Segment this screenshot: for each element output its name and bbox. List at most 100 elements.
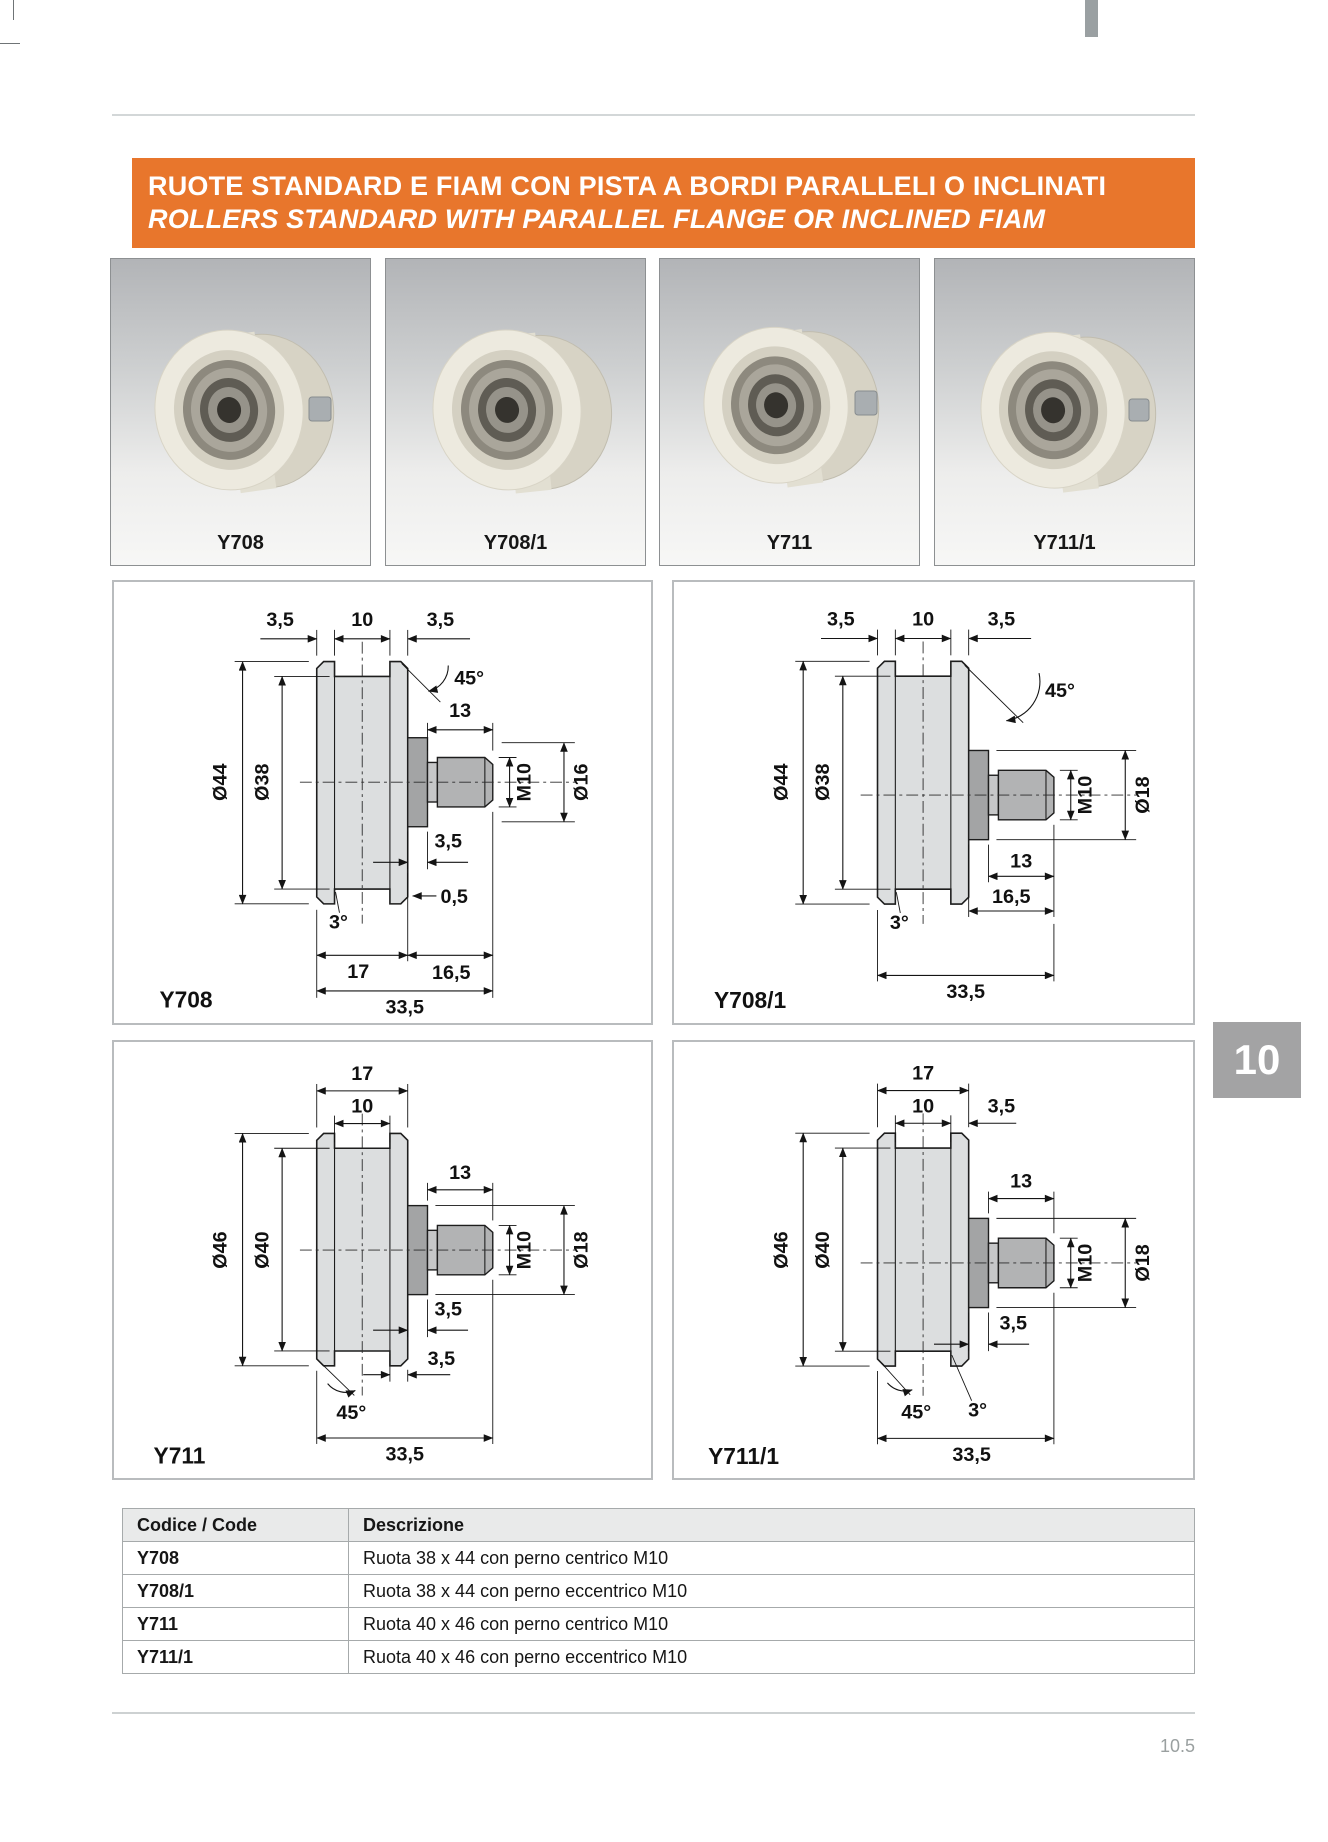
dim-thread: M10 <box>513 763 535 801</box>
roller-photo-illustration <box>154 329 335 494</box>
technical-drawing-y711-1: 17 10 3,5 13 M10 Ø18 Ø46 Ø40 3,5 45° 3° … <box>672 1040 1195 1480</box>
technical-drawing-y708: 3,5 10 3,5 45° 13 M10 Ø16 Ø44 Ø38 3,5 0,… <box>112 580 653 1025</box>
dim-outer-diameter: Ø44 <box>210 764 232 801</box>
dim-thread: M10 <box>513 1231 535 1269</box>
table-row: Y708 Ruota 38 x 44 con perno centrico M1… <box>122 1541 1195 1575</box>
dim-thread: M10 <box>1075 1244 1097 1283</box>
header-description: Descrizione <box>348 1508 1195 1542</box>
dim-outer-diameter: Ø44 <box>770 763 792 800</box>
dimension-lines <box>795 1083 1137 1445</box>
drawing-code-label: Y711/1 <box>708 1443 779 1469</box>
bottom-rule <box>112 1712 1195 1714</box>
screw-stub <box>1128 398 1150 422</box>
dim-wheel-width: 17 <box>351 1063 373 1085</box>
dimension-lines <box>234 1083 575 1444</box>
dim-pin-diameter: Ø18 <box>1132 776 1154 813</box>
dim-inner-diameter: Ø38 <box>812 763 834 800</box>
dim-pin-total: 16,5 <box>992 886 1031 908</box>
roller-photo-illustration <box>703 326 880 488</box>
dim-outer-diameter: Ø46 <box>210 1231 232 1268</box>
dim-flange-left: 3,5 <box>827 609 855 631</box>
dim-groove-width: 10 <box>912 609 934 631</box>
title-banner: RUOTE STANDARD E FIAM CON PISTA A BORDI … <box>132 158 1195 248</box>
technical-drawing-y708-1: 3,5 10 3,5 45° M10 Ø18 Ø44 Ø38 13 16,5 3… <box>672 580 1195 1025</box>
dimension-lines <box>234 629 575 998</box>
drawing-code-label: Y708/1 <box>714 987 787 1013</box>
product-photo-y711: Y711 <box>659 258 920 566</box>
cell-code: Y711 <box>122 1607 349 1641</box>
dim-groove-width: 10 <box>912 1095 934 1117</box>
corner-print-bar <box>1085 0 1098 37</box>
banner-title-italian: RUOTE STANDARD E FIAM CON PISTA A BORDI … <box>148 171 1107 201</box>
table-row: Y711/1 Ruota 40 x 46 con perno eccentric… <box>122 1640 1195 1674</box>
dim-flange-right: 3,5 <box>988 609 1016 631</box>
cell-code: Y708 <box>122 1541 349 1575</box>
screw-stub <box>308 396 332 422</box>
cell-description: Ruota 38 x 44 con perno eccentrico M10 <box>348 1574 1195 1608</box>
screw-stub <box>854 390 878 416</box>
dim-total-width: 33,5 <box>952 1444 991 1466</box>
dim-step: 0,5 <box>440 886 467 908</box>
page-number: 10.5 <box>1159 1736 1195 1756</box>
cell-description: Ruota 40 x 46 con perno eccentrico M10 <box>348 1640 1195 1674</box>
table-row: Y711 Ruota 40 x 46 con perno centrico M1… <box>122 1607 1195 1641</box>
dim-pin-diameter: Ø18 <box>571 1231 593 1268</box>
dim-inner-diameter: Ø40 <box>251 1231 273 1268</box>
dim-flange-right: 3,5 <box>988 1095 1016 1117</box>
dim-chamfer-angle: 45° <box>336 1402 366 1424</box>
dim-pin-length: 13 <box>1010 1171 1032 1193</box>
product-photo-y711-1: Y711/1 <box>934 258 1195 566</box>
product-photo-y708: Y708 <box>110 258 371 566</box>
dim-inner-diameter: Ø38 <box>251 764 273 801</box>
dim-groove-width: 10 <box>351 1096 373 1118</box>
crop-mark-horizontal <box>0 43 20 44</box>
drawing-code-label: Y711 <box>154 1443 206 1469</box>
dimension-labels: 17 10 13 M10 Ø18 Ø46 Ø40 3,5 3,5 45° 33,… <box>154 1063 593 1469</box>
wheel-cross-section <box>299 1113 577 1396</box>
cell-code: Y708/1 <box>122 1574 349 1608</box>
section-number-tab: 10 <box>1213 1022 1301 1098</box>
dim-flange-width: 3,5 <box>428 1348 455 1370</box>
dim-chamfer-angle: 45° <box>1045 680 1075 702</box>
dim-pin-length: 13 <box>449 1162 471 1184</box>
dim-total-width: 33,5 <box>386 997 424 1019</box>
dim-total-width: 33,5 <box>946 981 985 1003</box>
photo-label: Y711 <box>766 532 813 554</box>
dim-flange-left: 3,5 <box>266 609 293 631</box>
dim-inner-diameter: Ø40 <box>812 1231 834 1268</box>
dim-chamfer-angle: 45° <box>901 1402 931 1424</box>
wheel-cross-section <box>860 1113 1139 1396</box>
dim-wheel-width: 17 <box>912 1063 934 1085</box>
table-header-row: Codice / Code Descrizione <box>122 1508 1195 1542</box>
dim-flange-angle: 3° <box>329 912 348 934</box>
roller-photo-illustration <box>980 331 1157 493</box>
cell-description: Ruota 40 x 46 con perno centrico M10 <box>348 1607 1195 1641</box>
dimension-labels: 3,5 10 3,5 45° 13 M10 Ø16 Ø44 Ø38 3,5 0,… <box>159 609 592 1019</box>
dim-pin-diameter: Ø16 <box>571 764 593 801</box>
wheel-cross-section <box>299 641 577 924</box>
dim-hub-width: 3,5 <box>435 1298 462 1320</box>
dim-flange-angle: 3° <box>890 912 909 934</box>
header-code: Codice / Code <box>122 1508 349 1542</box>
crop-mark-vertical <box>13 0 14 20</box>
photo-label: Y708 <box>217 532 264 554</box>
dimension-lines <box>795 629 1137 982</box>
photo-label: Y711/1 <box>1033 532 1096 554</box>
drawing-code-label: Y708 <box>159 987 212 1013</box>
top-rule <box>112 114 1195 116</box>
banner-title-english: ROLLERS STANDARD WITH PARALLEL FLANGE OR… <box>148 204 1046 234</box>
dim-hub-width: 3,5 <box>435 830 462 852</box>
dimension-labels: 17 10 3,5 13 M10 Ø18 Ø46 Ø40 3,5 45° 3° … <box>708 1063 1154 1469</box>
dim-pin-length: 13 <box>1010 850 1032 872</box>
dimension-labels: 3,5 10 3,5 45° M10 Ø18 Ø44 Ø38 13 16,5 3… <box>714 609 1154 1014</box>
dim-pin-length: 13 <box>449 700 471 722</box>
dim-chamfer-angle: 45° <box>454 667 484 689</box>
spec-table: Codice / Code Descrizione Y708 Ruota 38 … <box>122 1508 1195 1674</box>
dim-groove-width: 10 <box>351 609 373 631</box>
dim-hub-width: 3,5 <box>1000 1312 1028 1334</box>
product-photo-y708-1: Y708/1 <box>385 258 646 566</box>
wheel-cross-section <box>860 641 1139 924</box>
dim-pin-diameter: Ø18 <box>1132 1244 1154 1281</box>
cell-code: Y711/1 <box>122 1640 349 1674</box>
